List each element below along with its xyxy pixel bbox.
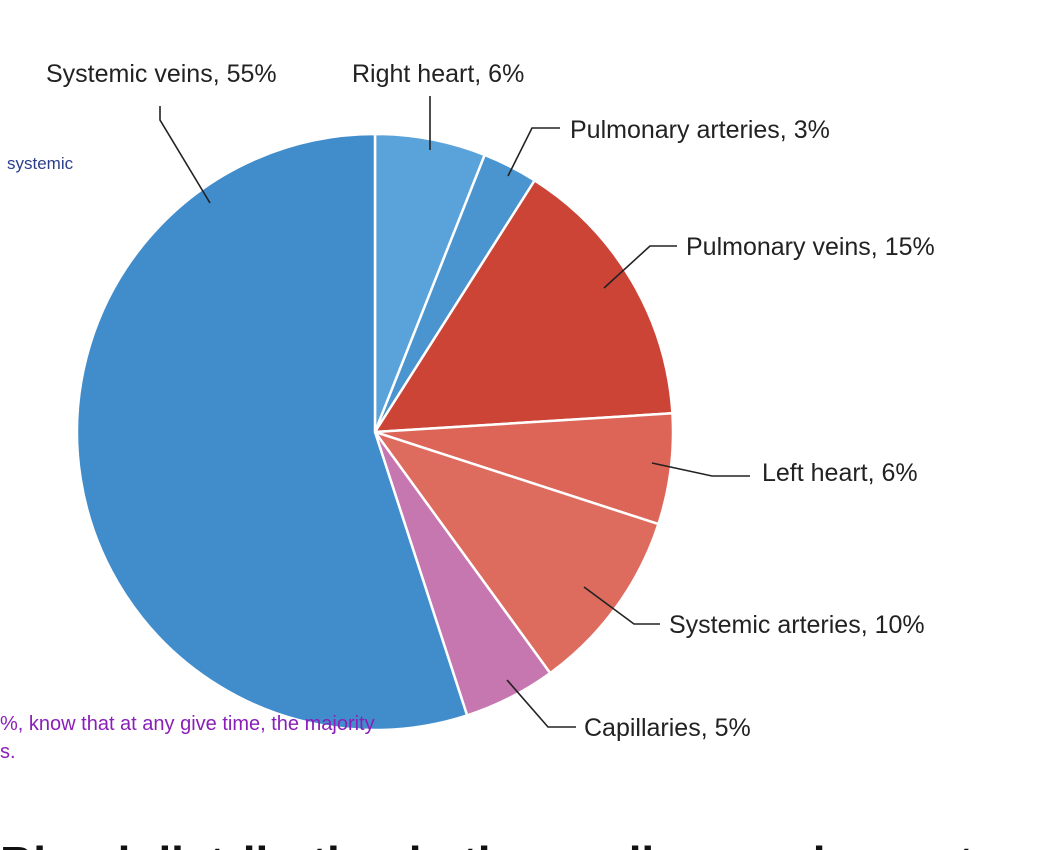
background-text-systemic: systemic xyxy=(7,154,74,173)
leader-line-left-heart xyxy=(651,462,750,477)
leader-line-systemic-veins xyxy=(159,106,211,204)
background-text-majority: %, know that at any give time, the major… xyxy=(0,713,375,735)
leader-line-pulmonary-veins xyxy=(603,245,677,289)
pie-slice-pulmonary-veins xyxy=(373,179,674,434)
pie-slices xyxy=(75,132,675,732)
leader-line-systemic-arteries xyxy=(583,586,660,625)
slice-label-right-heart: Right heart, 6% xyxy=(352,60,524,88)
slice-label-systemic-arteries: Systemic arteries, 10% xyxy=(669,611,925,639)
pie-slice-systemic-arteries xyxy=(373,430,660,675)
leader-line-capillaries xyxy=(506,679,576,728)
slice-label-systemic-veins: Systemic veins, 55% xyxy=(46,60,277,88)
slice-labels: Right heart, 6% Pulmonary arteries, 3% Pul… xyxy=(46,60,935,742)
slice-label-capillaries: Capillaries, 5% xyxy=(584,714,751,742)
pie-slice-systemic-veins xyxy=(75,132,469,732)
cropped-heading-text: Blood distribution in the cardiovascular… xyxy=(0,836,1040,850)
cropped-heading: Blood distribution in the cardiovascular… xyxy=(0,836,1048,850)
leader-line-pulmonary-arteries xyxy=(507,127,560,177)
leader-lines xyxy=(159,96,750,728)
background-text-trailing: s. xyxy=(0,741,16,763)
slice-label-left-heart: Left heart, 6% xyxy=(762,459,918,487)
slice-label-pulmonary-arteries: Pulmonary arteries, 3% xyxy=(570,116,830,144)
slice-label-pulmonary-veins: Pulmonary veins, 15% xyxy=(686,233,935,261)
